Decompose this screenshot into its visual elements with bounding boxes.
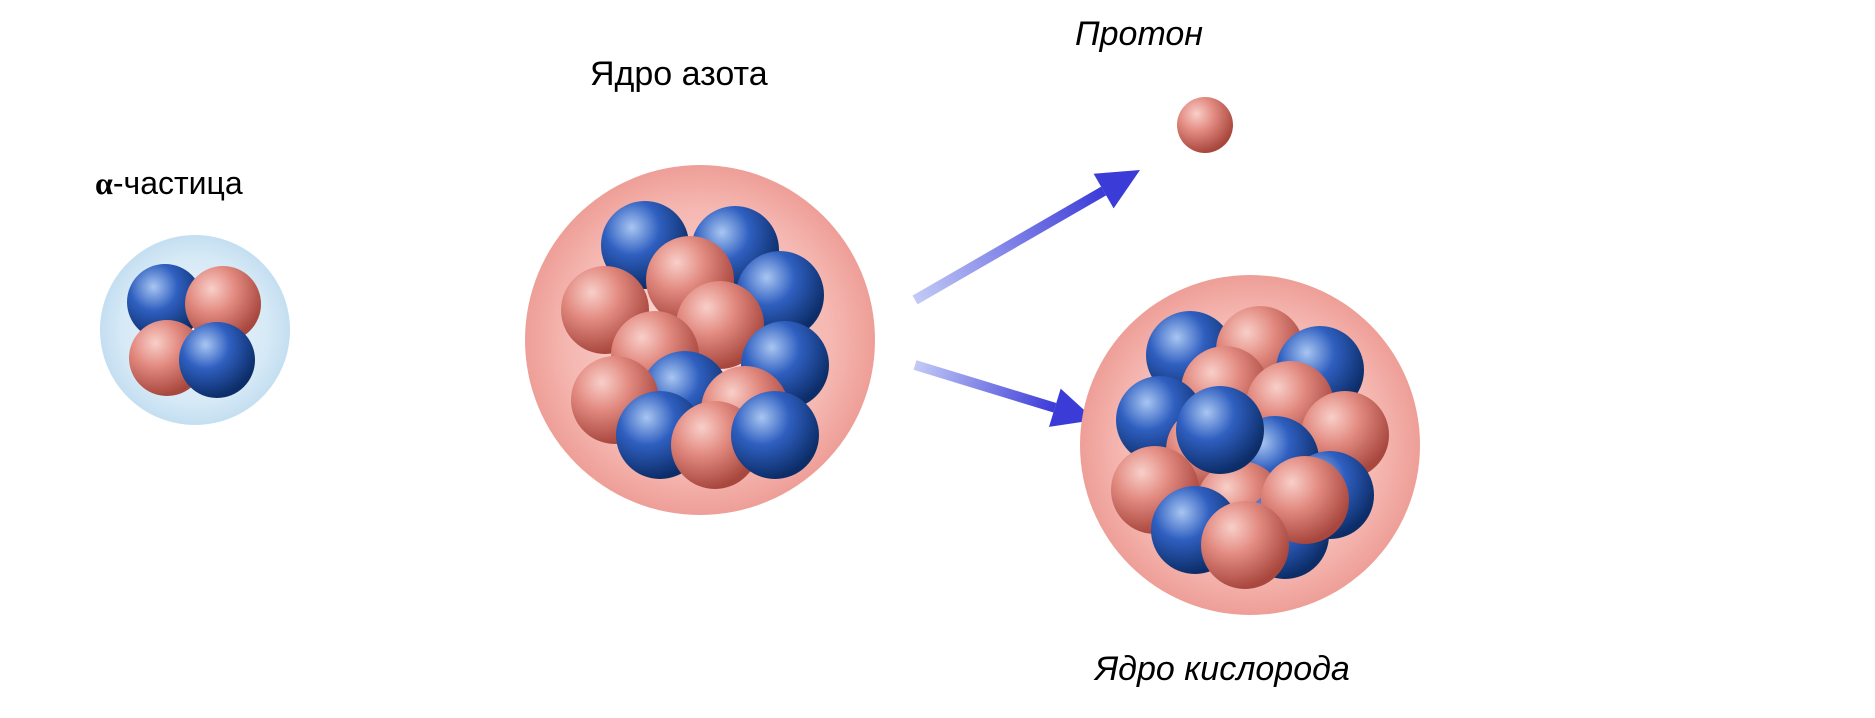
- diagram-svg: [0, 0, 1875, 718]
- reaction-arrow: [909, 346, 1101, 439]
- free-proton: [1177, 97, 1233, 153]
- neutron-nucleon: [1176, 386, 1264, 474]
- proton-nucleon: [1177, 97, 1233, 153]
- proton-nucleon: [1201, 501, 1289, 589]
- nitrogen-nucleus: [525, 165, 875, 515]
- nuclear-reaction-diagram: α-частица Ядро азота Протон Ядро кислоро…: [0, 0, 1875, 718]
- oxygen-nucleus: [1080, 275, 1420, 615]
- neutron-nucleon: [731, 391, 819, 479]
- alpha-particle: [100, 235, 290, 425]
- neutron-nucleon: [179, 322, 255, 398]
- reaction-arrow: [905, 153, 1150, 318]
